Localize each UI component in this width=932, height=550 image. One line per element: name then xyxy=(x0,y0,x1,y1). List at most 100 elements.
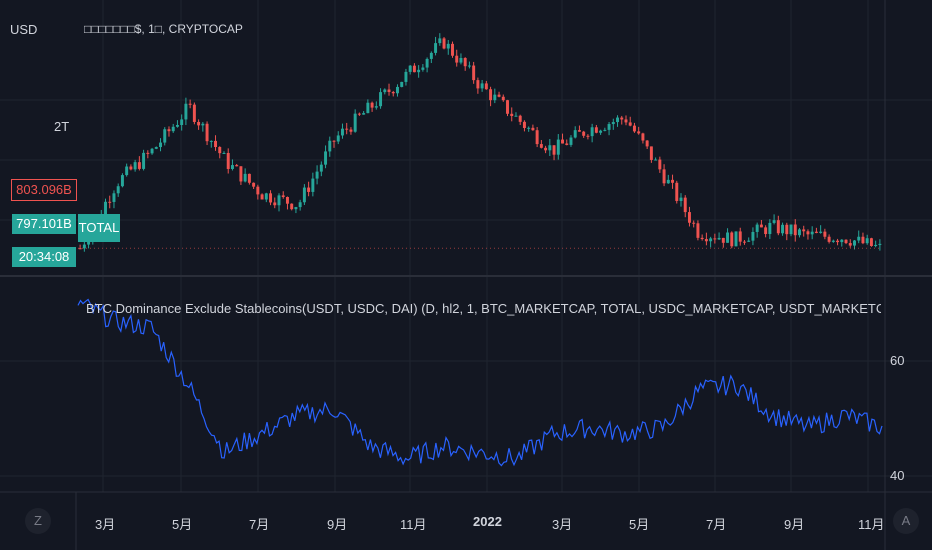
price-candle xyxy=(561,139,564,144)
price-candle xyxy=(285,196,289,204)
price-candle xyxy=(514,115,518,117)
price-candle xyxy=(467,65,471,67)
price-candle xyxy=(247,173,251,183)
price-candle xyxy=(649,146,653,160)
symbol-title[interactable]: □□□□□□□$, 1□, CRYPTOCAP xyxy=(84,22,243,36)
price-candle xyxy=(417,69,421,73)
price-candle xyxy=(387,89,391,92)
price-candle xyxy=(108,201,112,203)
price-candle xyxy=(556,139,560,155)
price-candle xyxy=(201,123,205,126)
price-candle xyxy=(628,122,632,126)
time-axis-label: 3月 xyxy=(95,517,116,532)
price-candle xyxy=(742,241,746,243)
time-axis-label: 2022 xyxy=(473,514,502,529)
price-candle xyxy=(116,186,120,194)
price-candle xyxy=(510,113,514,117)
price-candle xyxy=(692,222,696,224)
price-candle xyxy=(252,182,256,187)
price-candle xyxy=(869,238,873,246)
price-candle xyxy=(434,43,438,53)
price-candle xyxy=(476,80,480,89)
price-candle xyxy=(679,197,683,201)
price-candle xyxy=(827,236,831,242)
price-candle xyxy=(188,103,192,105)
price-candle xyxy=(654,159,658,161)
price-candle xyxy=(171,126,175,132)
price-candle xyxy=(120,175,124,187)
price-candle xyxy=(738,231,742,242)
price-candle xyxy=(599,130,603,133)
price-candle xyxy=(184,103,188,120)
price-candle xyxy=(853,240,856,246)
price-candle xyxy=(218,147,222,154)
price-candle xyxy=(861,236,865,244)
price-candle xyxy=(425,58,429,68)
price-candle xyxy=(755,224,759,232)
price-candle xyxy=(493,94,497,101)
price-candle xyxy=(662,169,666,184)
price-candle xyxy=(620,117,624,120)
price-candle xyxy=(700,237,704,240)
time-axis-label: 11月 xyxy=(400,517,427,532)
price-candle xyxy=(527,127,531,129)
price-candle xyxy=(239,166,243,182)
price-candle xyxy=(412,65,416,73)
price-candle xyxy=(311,178,315,192)
price-candle xyxy=(641,133,645,141)
price-candle xyxy=(353,113,357,132)
price-candle xyxy=(78,248,82,250)
price-candle xyxy=(429,52,433,59)
price-candle xyxy=(421,67,425,70)
price-candle xyxy=(772,220,776,223)
price-candle xyxy=(840,239,844,243)
price-candle xyxy=(260,194,264,200)
price-candle xyxy=(831,240,835,242)
price-candle xyxy=(573,130,577,138)
dominance-series-line xyxy=(77,298,883,467)
price-candle xyxy=(82,244,86,249)
price-candle xyxy=(396,86,399,94)
price-candle xyxy=(751,231,755,241)
price-axis-tick: 2T xyxy=(54,119,70,134)
price-candle xyxy=(209,140,213,142)
indicator-axis-tick: 40 xyxy=(890,468,905,483)
price-candle xyxy=(683,197,687,213)
price-candle xyxy=(408,65,412,72)
price-candle xyxy=(776,220,780,234)
price-candle xyxy=(404,71,408,82)
price-candle xyxy=(332,140,336,142)
time-axis-label: 5月 xyxy=(629,517,650,532)
price-candle xyxy=(709,238,713,242)
price-candle xyxy=(671,179,675,183)
price-candle xyxy=(565,143,569,145)
price-candle xyxy=(798,229,801,236)
price-candle xyxy=(302,187,306,203)
countdown-badge: 20:34:08 xyxy=(12,247,76,267)
price-candle xyxy=(294,207,298,210)
time-axis-label: 9月 xyxy=(784,517,805,532)
price-candle xyxy=(616,117,620,123)
time-axis-label: 9月 xyxy=(327,517,348,532)
price-candle xyxy=(577,130,581,132)
price-candle xyxy=(768,222,772,235)
price-candle xyxy=(374,106,378,108)
price-candle xyxy=(214,140,218,148)
auto-scale-button[interactable]: A xyxy=(893,508,919,534)
price-candle xyxy=(823,231,827,237)
price-candle xyxy=(442,38,446,49)
price-candle xyxy=(548,145,552,151)
price-candle xyxy=(624,119,628,123)
zoom-button[interactable]: Z xyxy=(25,508,51,534)
currency-label: USD xyxy=(10,22,38,37)
indicator-title[interactable]: BTC Dominance Exclude Stablecoins(USDT, … xyxy=(86,301,881,316)
indicator-axis-tick: 60 xyxy=(890,353,905,368)
price-candle xyxy=(819,231,823,233)
price-candle xyxy=(810,231,814,235)
price-candle xyxy=(704,239,708,242)
price-candle xyxy=(205,123,209,142)
price-candle xyxy=(324,151,328,165)
price-candle xyxy=(789,224,793,235)
